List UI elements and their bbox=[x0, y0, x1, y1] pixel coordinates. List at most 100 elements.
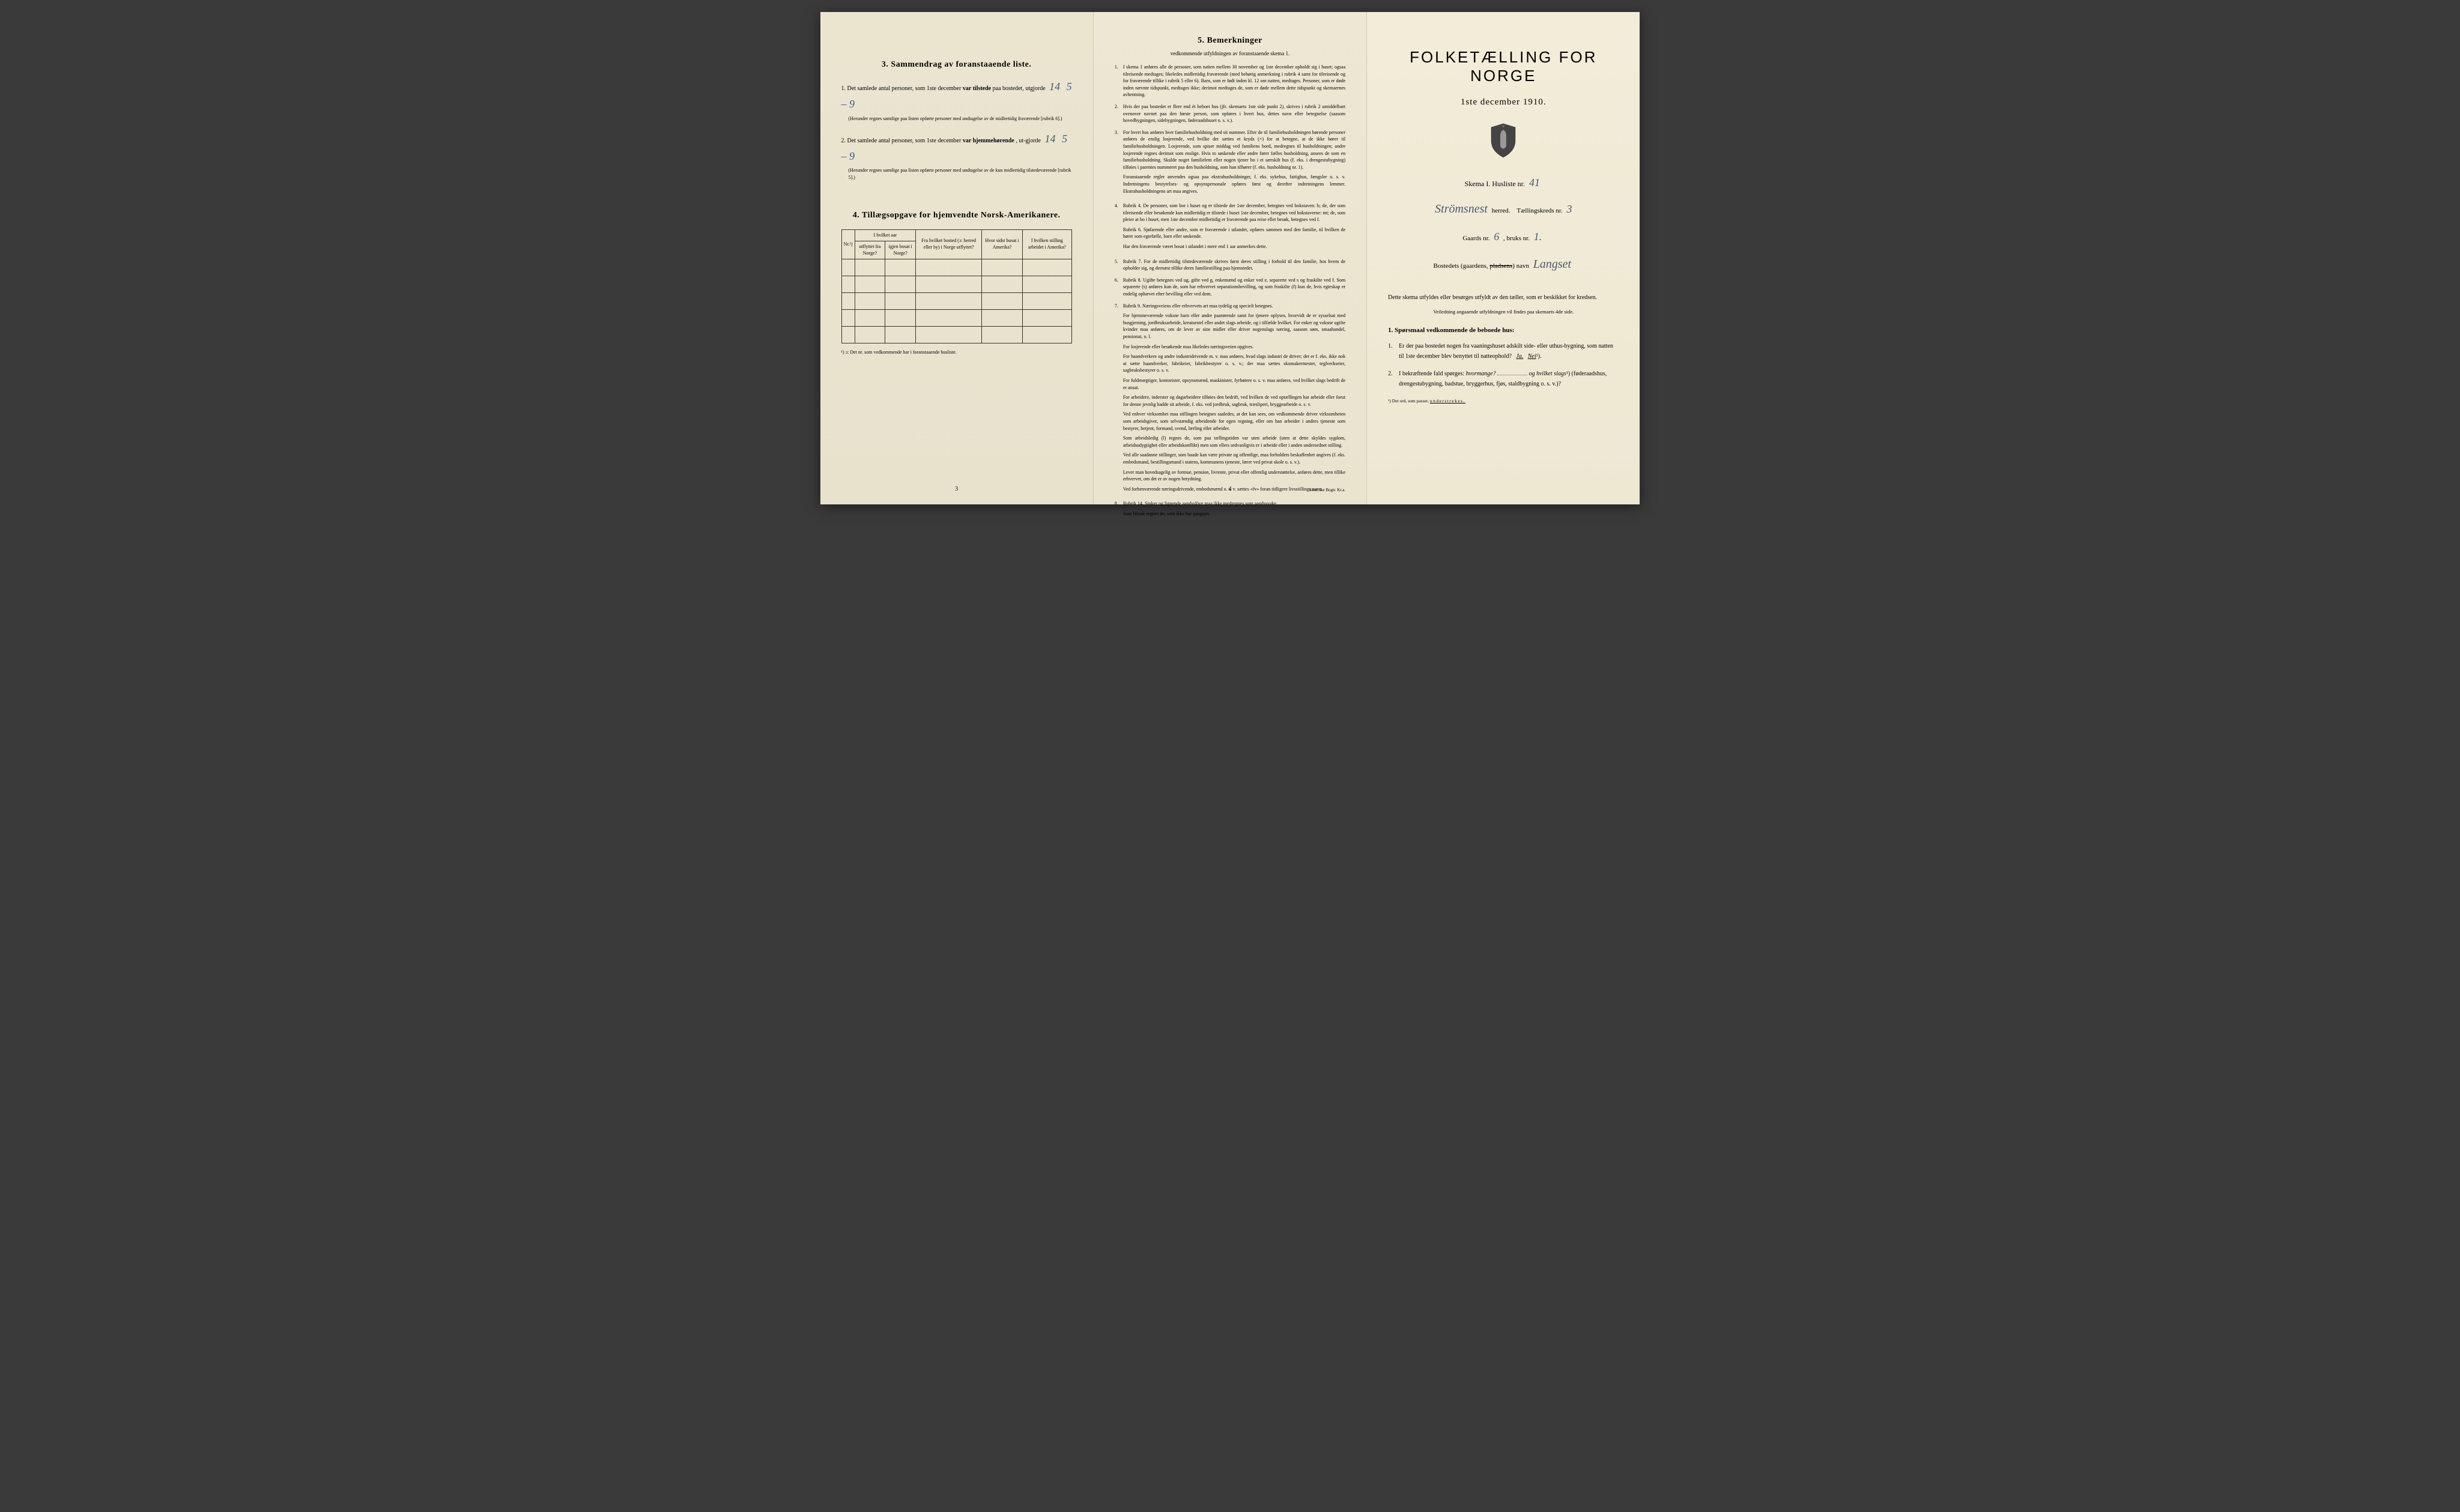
remarks-text: Rubrik 4. De personer, som bor i huset o… bbox=[1123, 202, 1345, 253]
item-2-value: 14 bbox=[1042, 133, 1058, 145]
bosted-label: Bostedets (gaardens, bbox=[1434, 262, 1488, 270]
printer-credit: Steen'ske Bogtr. Kr.a. bbox=[1309, 488, 1346, 492]
q1-text-block: Er der paa bostedet nogen fra vaaningshu… bbox=[1399, 341, 1619, 361]
coat-of-arms bbox=[1388, 122, 1619, 162]
main-title: FOLKETÆLLING FOR NORGE bbox=[1388, 48, 1619, 85]
table-row bbox=[841, 276, 1071, 292]
th-returned: igjen bosat i Norge? bbox=[885, 241, 916, 259]
q1-num: 1. bbox=[1388, 341, 1399, 361]
section-3-title: 3. Sammendrag av foranstaaende liste. bbox=[841, 60, 1072, 70]
remarks-sub: Rubrik 6. Sjøfarende eller andre, som er… bbox=[1123, 226, 1345, 240]
remarks-num: 4. bbox=[1115, 202, 1123, 253]
remarks-text: I skema 1 anføres alle de personer, som … bbox=[1123, 64, 1345, 98]
bruks-label: , bruks nr. bbox=[1503, 235, 1530, 242]
crest-icon bbox=[1488, 122, 1518, 159]
bosted-line: Bostedets (gaardens, pladsens) navn Lang… bbox=[1388, 253, 1619, 275]
remarks-sub: Som arbeidsledig (l) regnes de, som paa … bbox=[1123, 435, 1345, 449]
item-1-prefix: 1. Det samlede antal personer, som 1ste … bbox=[841, 85, 962, 92]
remarks-text: Rubrik 8. Ugifte betegnes ved ug, gifte … bbox=[1123, 277, 1345, 298]
kreds-value: 3 bbox=[1564, 203, 1574, 215]
item-2-bold: var hjemmehørende bbox=[963, 138, 1014, 144]
remarks-item: 2.Hvis der paa bostedet er flere end ét … bbox=[1115, 103, 1345, 124]
table-row bbox=[841, 326, 1071, 343]
page-3: 3. Sammendrag av foranstaaende liste. 1.… bbox=[820, 12, 1094, 504]
remarks-sub: Ved alle saadanne stillinger, som baade … bbox=[1123, 452, 1345, 465]
remarks-item: 5.Rubrik 7. For de midlertidig tilstedev… bbox=[1115, 258, 1345, 272]
remarks-num: 1. bbox=[1115, 64, 1123, 98]
date-line: 1ste december 1910. bbox=[1388, 97, 1619, 107]
remarks-list: 1.I skema 1 anføres alle de personer, so… bbox=[1115, 64, 1345, 520]
remarks-sub: Ved enhver virksomhet maa stillingen bet… bbox=[1123, 411, 1345, 432]
gaards-value: 6 bbox=[1491, 231, 1501, 243]
remarks-sub: For hjemmeværende voksne barn eller andr… bbox=[1123, 312, 1345, 340]
q1-sup: ¹). bbox=[1536, 353, 1542, 360]
question-title: 1. Spørsmaal vedkommende de beboede hus: bbox=[1388, 327, 1619, 334]
item-1-suffix: paa bostedet, utgjorde bbox=[993, 85, 1046, 92]
remarks-sub: Foranstaaende regler anvendes ogsaa paa … bbox=[1123, 174, 1345, 195]
remarks-text: Rubrik 7. For de midlertidig tilstedevær… bbox=[1123, 258, 1345, 272]
q2-italic1: hvormange? bbox=[1466, 370, 1496, 377]
remarks-text: Hvis der paa bostedet er flere end ét be… bbox=[1123, 103, 1345, 124]
item-2-prefix: 2. Det samlede antal personer, som 1ste … bbox=[841, 138, 962, 144]
herred-label: herred. bbox=[1492, 207, 1510, 214]
instruction-text: Dette skema utfyldes eller besørges utfy… bbox=[1388, 293, 1619, 303]
section-5-title: 5. Bemerkninger bbox=[1115, 36, 1345, 46]
th-year: I hvilket aar bbox=[855, 229, 916, 241]
page3-footnote: ¹) Det ord, som passer, understrekes. bbox=[1388, 398, 1619, 404]
question-1: 1. Er der paa bostedet nogen fra vaaning… bbox=[1388, 341, 1619, 361]
question-2: 2. I bekræftende fald spørges: hvormange… bbox=[1388, 369, 1619, 389]
remarks-num: 5. bbox=[1115, 258, 1123, 272]
item-2-note: (Herunder regnes samtlige paa listen opf… bbox=[841, 167, 1072, 180]
remarks-text: Rubrik 14. Sinker og lignende aandsslöve… bbox=[1123, 500, 1345, 520]
page-number-3: 3 bbox=[955, 486, 958, 492]
item-1-note: (Herunder regnes samtlige paa listen opf… bbox=[841, 115, 1072, 122]
table-row bbox=[841, 292, 1071, 309]
th-nr: Nr.¹) bbox=[841, 229, 855, 259]
herred-value: Strömsnest bbox=[1432, 202, 1490, 216]
item-2: 2. Det samlede antal personer, som 1ste … bbox=[841, 130, 1072, 181]
remarks-item: 3.For hvert hus anføres hver familiehush… bbox=[1115, 129, 1345, 198]
bosted-struck: pladsens bbox=[1489, 262, 1512, 270]
remarks-sub: Som blinde regnes de, som ikke har gangs… bbox=[1123, 510, 1345, 518]
section-4-supplement: 4. Tillægsopgave for hjemvendte Norsk-Am… bbox=[841, 211, 1072, 355]
section-5-subtitle: vedkommende utfyldningen av foranstaaend… bbox=[1115, 50, 1345, 56]
th-from: Fra hvilket bosted (ɔ: herred eller by) … bbox=[916, 229, 982, 259]
remarks-item: 7.Rubrik 9. Næringsveiens eller erhverve… bbox=[1115, 303, 1345, 496]
gaards-label: Gaards nr. bbox=[1462, 235, 1489, 242]
q2-text: I bekræftende fald spørges: bbox=[1399, 370, 1464, 377]
remarks-num: 8. bbox=[1115, 500, 1123, 520]
remarks-text: For hvert hus anføres hver familiehushol… bbox=[1123, 129, 1345, 198]
instruction-sub: Veiledning angaaende utfyldningen vil fi… bbox=[1388, 309, 1619, 315]
q1-ja: Ja. bbox=[1516, 353, 1523, 360]
q1-nei: Nei bbox=[1528, 353, 1536, 360]
remarks-item: 4.Rubrik 4. De personer, som bor i huset… bbox=[1115, 202, 1345, 253]
q2-num: 2. bbox=[1388, 369, 1399, 389]
bruks-value: 1. bbox=[1531, 231, 1545, 243]
q2-italic2: og hvilket slags bbox=[1529, 370, 1566, 377]
q2-text-block: I bekræftende fald spørges: hvormange? o… bbox=[1399, 369, 1619, 389]
gaards-line: Gaards nr. 6 , bruks nr. 1. bbox=[1388, 227, 1619, 246]
q2-sup: ¹) bbox=[1566, 370, 1570, 377]
emigrant-table: Nr.¹) I hvilket aar Fra hvilket bosted (… bbox=[841, 229, 1072, 343]
footnote-underline: understrekes. bbox=[1430, 398, 1465, 404]
table-row bbox=[841, 309, 1071, 326]
kreds-label: Tællingskreds nr. bbox=[1516, 207, 1562, 214]
remarks-item: 6.Rubrik 8. Ugifte betegnes ved ug, gift… bbox=[1115, 277, 1345, 298]
bosted-suffix: ) navn bbox=[1512, 262, 1529, 270]
footnote-text: ¹) Det ord, som passer, bbox=[1388, 398, 1429, 404]
section-4-title: 4. Tillægsopgave for hjemvendte Norsk-Am… bbox=[841, 211, 1072, 220]
remarks-item: 1.I skema 1 anføres alle de personer, so… bbox=[1115, 64, 1345, 98]
remarks-sub: Lever man hovedsagelig av formue, pensio… bbox=[1123, 469, 1345, 483]
page-cover: FOLKETÆLLING FOR NORGE 1ste december 191… bbox=[1367, 12, 1640, 504]
bosted-value: Langset bbox=[1531, 258, 1574, 271]
skema-value: 41 bbox=[1527, 177, 1542, 189]
section-5-remarks: 5. Bemerkninger vedkommende utfyldningen… bbox=[1115, 36, 1345, 520]
remarks-sub: For haandverkere og andre industridriven… bbox=[1123, 353, 1345, 374]
page-number-4: 4 bbox=[1228, 486, 1231, 492]
skema-label: Skema I. Husliste nr. bbox=[1465, 180, 1525, 188]
skema-line: Skema I. Husliste nr. 41 bbox=[1388, 177, 1619, 189]
remarks-sub: For arbeidere, inderster og dagarbeidere… bbox=[1123, 394, 1345, 408]
remarks-text: Rubrik 9. Næringsveiens eller erhvervets… bbox=[1123, 303, 1345, 496]
remarks-num: 2. bbox=[1115, 103, 1123, 124]
item-1-value: 14 bbox=[1047, 80, 1062, 92]
